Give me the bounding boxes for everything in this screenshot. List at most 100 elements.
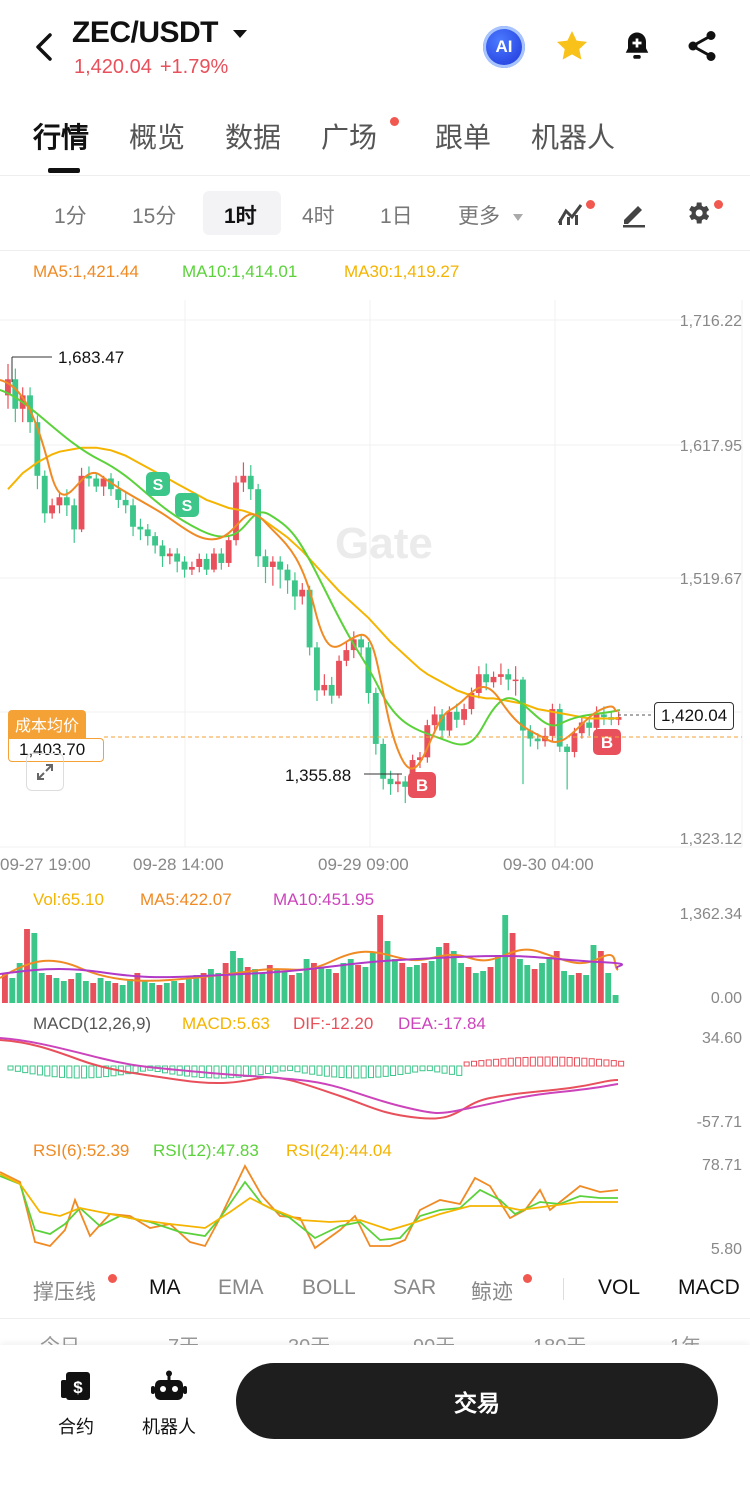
volume-bar [553,951,560,1003]
rsi6-line [0,1164,619,1250]
candle-body [512,679,519,682]
favorite-star-icon[interactable] [553,27,591,70]
share-icon[interactable] [684,28,720,69]
timeframe-more[interactable]: 更多 [458,200,524,230]
pair-title[interactable]: ZEC/USDT [72,16,248,50]
volume-bar [127,979,133,1003]
chart-settings-gear-icon[interactable] [684,199,712,232]
candle-body [255,489,261,557]
volume-bar [9,978,16,1003]
volume-bar [436,947,442,1003]
volume-bar [163,983,170,1003]
candle-body [49,505,55,514]
macd-bar [125,1065,132,1075]
volume-bar [377,915,384,1003]
volume-bar [391,959,398,1003]
tab-market[interactable]: 行情 [33,122,90,153]
sell-marker-label: S [182,498,193,515]
indicator-vol[interactable]: VOL [598,1276,641,1299]
cost-average-value: 1,403.70 [8,738,104,762]
macd-bar [471,1060,477,1067]
candle-body [314,647,320,691]
price-axis-label: 1,519.67 [680,571,742,588]
price-alert-bell-icon[interactable] [619,28,655,69]
timeframe-1d[interactable]: 1日 [380,205,413,228]
vol-axis-max: 1,362.34 [679,906,742,923]
ai-assistant-button[interactable]: AI [483,26,525,68]
volume-bar [421,963,428,1003]
macd-bar [51,1065,58,1078]
macd-bar [294,1065,301,1073]
indicator-support-resistance[interactable]: 撑压线 [33,1281,96,1304]
macd-bar [22,1065,29,1074]
candle-body [100,478,107,487]
bot-button[interactable]: 机器人 [133,1370,205,1439]
macd-bar [316,1065,323,1076]
range-tab[interactable]: 今日 [40,1330,80,1346]
indicator-ema[interactable]: EMA [218,1276,264,1299]
expand-chart-icon[interactable] [26,753,64,791]
indicator-boll[interactable]: BOLL [302,1276,356,1299]
macd-value-legend: MACD:5.63 [182,1014,270,1033]
macd-bar [529,1056,536,1067]
candle-body [122,499,129,506]
volume-bar [531,969,538,1003]
macd-bar [603,1059,610,1067]
header-change: +1.79% [159,56,229,78]
volume-bar [38,973,45,1003]
macd-bar [485,1059,492,1067]
current-price-tag: 1,420.04 [654,702,735,730]
contract-button[interactable]: $ 合约 [52,1370,100,1439]
divider [0,175,750,176]
range-tab[interactable]: 7天 [168,1330,199,1346]
indicator-chart-icon[interactable] [556,199,586,232]
volume-bar [428,961,435,1003]
low-annotation: 1,355.88 [285,766,402,785]
rsi24-legend: RSI(24):44.04 [286,1141,392,1160]
volume-bar [509,933,516,1003]
timeframe-4h[interactable]: 4时 [302,205,335,228]
tab-square[interactable]: 广场 [321,122,378,153]
candle-body [424,725,431,758]
trade-button[interactable]: 交易 [236,1363,718,1439]
volume-bar [75,973,82,1003]
macd-bar [272,1065,279,1073]
macd-bar [566,1056,573,1067]
tab-copy-trading[interactable]: 跟单 [435,122,492,153]
volume-bar [524,965,531,1003]
range-tab[interactable]: 180天 [533,1330,586,1346]
volume-bar [517,959,523,1003]
macd-bar [588,1058,595,1067]
macd-bar [426,1065,433,1072]
volume-bar [208,969,214,1003]
candle-body [571,733,578,752]
buy-marker-label: B [601,733,613,752]
indicator-ma[interactable]: MA [149,1276,181,1299]
tab-overview[interactable]: 概览 [129,122,186,153]
indicator-macd[interactable]: MACD [678,1276,740,1299]
back-icon[interactable] [30,30,58,64]
tab-bots[interactable]: 机器人 [531,122,616,153]
range-tab[interactable]: 30天 [288,1330,330,1346]
candlestick-chart[interactable]: Gate S S B B 1,683.47 1,355.88 1,716.22 … [0,290,750,880]
vol-axis-min: 0.00 [710,990,742,1007]
rsi24-line [0,1173,618,1231]
timeframe-1m[interactable]: 1分 [54,205,87,228]
candle-body [166,553,173,557]
volume-bar [274,969,281,1003]
draw-pencil-icon[interactable] [620,200,648,233]
range-tab[interactable]: 90天 [413,1330,455,1346]
indicator-whale-trace[interactable]: 鲸迹 [471,1281,513,1304]
candle-body [78,475,85,530]
candle-body [468,692,475,710]
macd-bar [360,1065,367,1079]
indicator-sar[interactable]: SAR [393,1276,437,1299]
timeframe-1h[interactable]: 1时 [224,205,257,228]
candle-body [321,684,328,691]
volume-bar [465,967,472,1003]
timeframe-15m[interactable]: 15分 [132,205,177,228]
range-tab[interactable]: 1年 [670,1330,701,1346]
tab-data[interactable]: 数据 [225,122,282,153]
macd-bar [279,1065,286,1072]
macd-bar [345,1065,352,1079]
